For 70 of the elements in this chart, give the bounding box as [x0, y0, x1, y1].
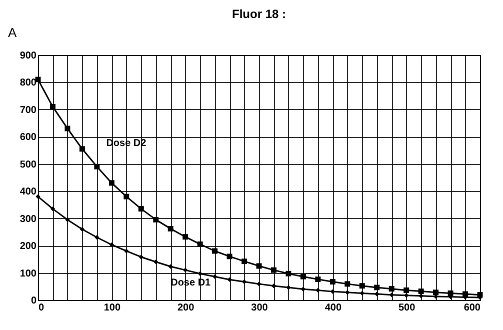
point [79, 146, 85, 152]
point [286, 285, 291, 290]
x-tick-label: 500 [398, 302, 416, 314]
point [271, 284, 276, 288]
point [138, 206, 144, 212]
point [36, 194, 40, 199]
y-tick-label: 900 [20, 50, 37, 62]
y-tick-label: 0 [30, 296, 37, 306]
point [388, 286, 394, 292]
point [212, 274, 218, 279]
y-tick-label: 700 [20, 104, 37, 116]
chart-title: Fluor 18 : [232, 7, 286, 21]
point [448, 290, 454, 296]
point [65, 217, 70, 222]
point [124, 248, 129, 254]
y-tick-label: 600 [20, 132, 37, 144]
point [404, 287, 410, 293]
x-tick-label: 100 [104, 302, 121, 314]
point [64, 126, 70, 132]
point [124, 194, 130, 200]
x-tick-label: 400 [324, 302, 342, 314]
point [80, 226, 85, 232]
point [198, 271, 202, 276]
y-tick-label: 100 [20, 268, 37, 280]
x-tick-label: 300 [251, 302, 268, 314]
point [330, 279, 336, 284]
point [344, 281, 350, 287]
point [154, 260, 158, 264]
point [286, 270, 292, 276]
x-tick-label: 200 [177, 302, 195, 314]
point [300, 274, 306, 280]
point [345, 290, 350, 295]
point [374, 292, 380, 296]
point [359, 283, 365, 289]
point [270, 267, 276, 273]
point [168, 264, 173, 269]
point [138, 254, 144, 260]
point [242, 279, 247, 284]
point [374, 284, 380, 290]
point [182, 234, 188, 240]
point [418, 288, 424, 294]
point [226, 254, 232, 260]
point [256, 282, 262, 286]
point [109, 242, 114, 248]
point [418, 294, 424, 298]
point [242, 258, 248, 264]
y-tick-label: 400 [20, 186, 37, 198]
point [94, 164, 100, 170]
point [94, 235, 100, 240]
y-tick-label: 300 [20, 214, 37, 225]
point [153, 216, 159, 222]
y-tick-label: 500 [20, 159, 37, 170]
point [212, 248, 218, 254]
x-tick-label: 0 [38, 302, 44, 314]
point [50, 206, 56, 212]
point [256, 263, 262, 269]
y-tick-label: 200 [20, 241, 37, 252]
point [168, 226, 174, 232]
y-tick-label: 800 [20, 78, 37, 89]
point [50, 104, 56, 110]
point [197, 241, 203, 247]
point [108, 180, 114, 186]
point [316, 288, 320, 293]
text: A [8, 25, 17, 40]
point [433, 290, 439, 296]
x-tick-label: 600 [464, 302, 481, 314]
point [182, 268, 188, 272]
point [227, 277, 232, 282]
point [360, 290, 364, 296]
point [315, 276, 321, 282]
